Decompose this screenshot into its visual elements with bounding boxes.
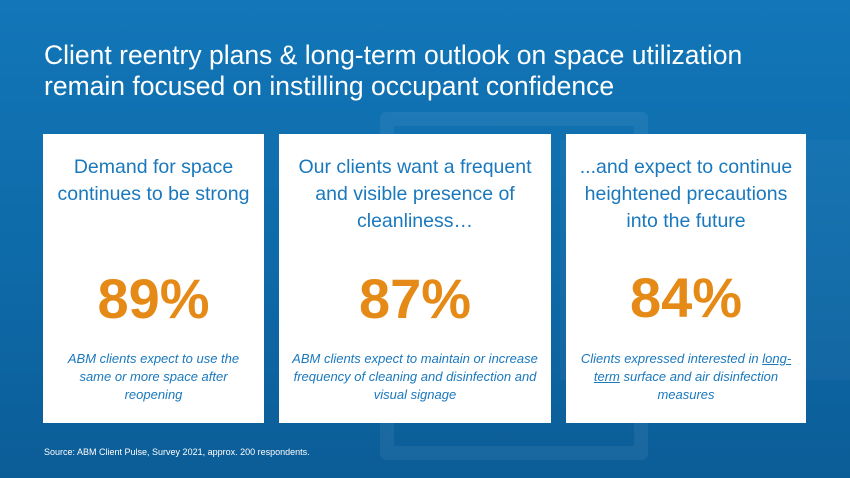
card-description-prefix: Clients expressed interested in: [580, 351, 759, 366]
card-description-suffix: surface and air disinfection measures: [623, 369, 779, 402]
card-description-underlined: long-term: [593, 351, 792, 384]
card-stat: 89%: [97, 267, 210, 330]
slide-title: Client reentry plans & long-term outlook…: [44, 40, 743, 101]
card-heading: Demand for space continues to be strong: [57, 156, 250, 205]
card-stat: 87%: [358, 267, 472, 330]
stat-card-space-demand: Demand for space continues to be strong …: [43, 134, 264, 423]
card-description: ABM clients expect to maintain or increa…: [292, 351, 538, 402]
card-description: ABM clients expect to use the same or mo…: [67, 351, 240, 402]
stat-card-cleanliness: Our clients want a frequent and visible …: [279, 134, 551, 423]
source-note: Source: ABM Client Pulse, Survey 2021, a…: [44, 447, 310, 457]
card-stat: 84%: [629, 266, 743, 329]
card-description: Clients expressed interested in long-ter…: [574, 350, 798, 404]
stat-card-precautions: ...and expect to continue heightened pre…: [566, 134, 806, 423]
card-heading: ...and expect to continue heightened pre…: [579, 156, 793, 232]
card-heading: Our clients want a frequent and visible …: [298, 156, 532, 232]
